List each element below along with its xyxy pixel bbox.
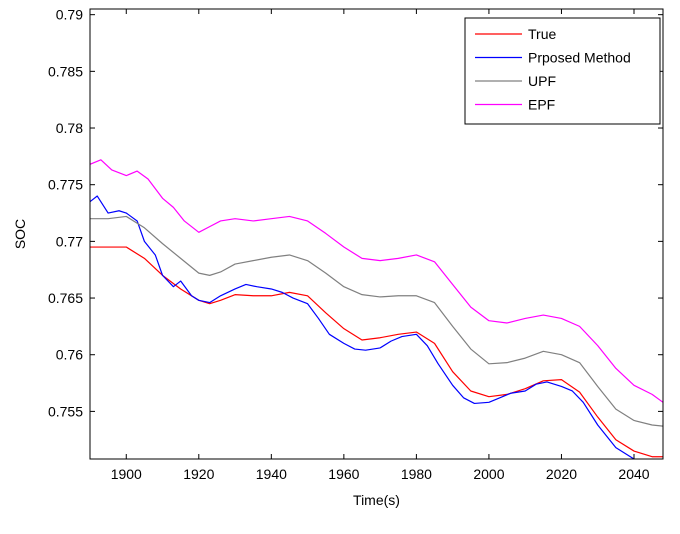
series-line-true — [90, 246, 663, 458]
y-tick-label: 0.755 — [48, 403, 83, 419]
series-line-prposed-method — [90, 195, 638, 459]
series-line-epf — [90, 159, 663, 403]
x-tick-label: 2020 — [546, 466, 577, 482]
y-tick-label: 0.78 — [56, 120, 83, 136]
x-tick-label: 1900 — [111, 466, 142, 482]
series-line-upf — [90, 215, 663, 427]
legend-label: UPF — [528, 73, 556, 89]
y-tick-label: 0.785 — [48, 63, 83, 79]
y-tick-label: 0.76 — [56, 347, 83, 363]
x-axis: 1900 1920 1940 1960 1980 2000 2020 2040 — [111, 9, 650, 482]
legend: True Prposed Method UPF EPF — [464, 17, 661, 125]
y-axis-label: SOC — [12, 219, 28, 249]
legend-label: EPF — [528, 97, 555, 113]
y-tick-label: 0.77 — [56, 233, 83, 249]
series-layer — [90, 159, 663, 459]
x-tick-label: 2000 — [473, 466, 504, 482]
x-tick-label: 1960 — [328, 466, 359, 482]
y-axis: 0.755 0.76 0.765 0.77 0.775 0.78 0.785 0.79 — [48, 7, 663, 419]
legend-box — [464, 17, 661, 125]
legend-label: True — [528, 26, 556, 42]
y-tick-label: 0.765 — [48, 290, 83, 306]
plot-frame — [89, 8, 664, 460]
x-tick-label: 1980 — [401, 466, 432, 482]
y-tick-label: 0.79 — [56, 7, 83, 23]
x-axis-label: Time(s) — [353, 492, 400, 508]
x-tick-label: 1920 — [183, 466, 214, 482]
legend-label: Prposed Method — [528, 50, 631, 66]
x-tick-label: 2040 — [618, 466, 649, 482]
x-tick-label: 1940 — [256, 466, 287, 482]
y-tick-label: 0.775 — [48, 177, 83, 193]
